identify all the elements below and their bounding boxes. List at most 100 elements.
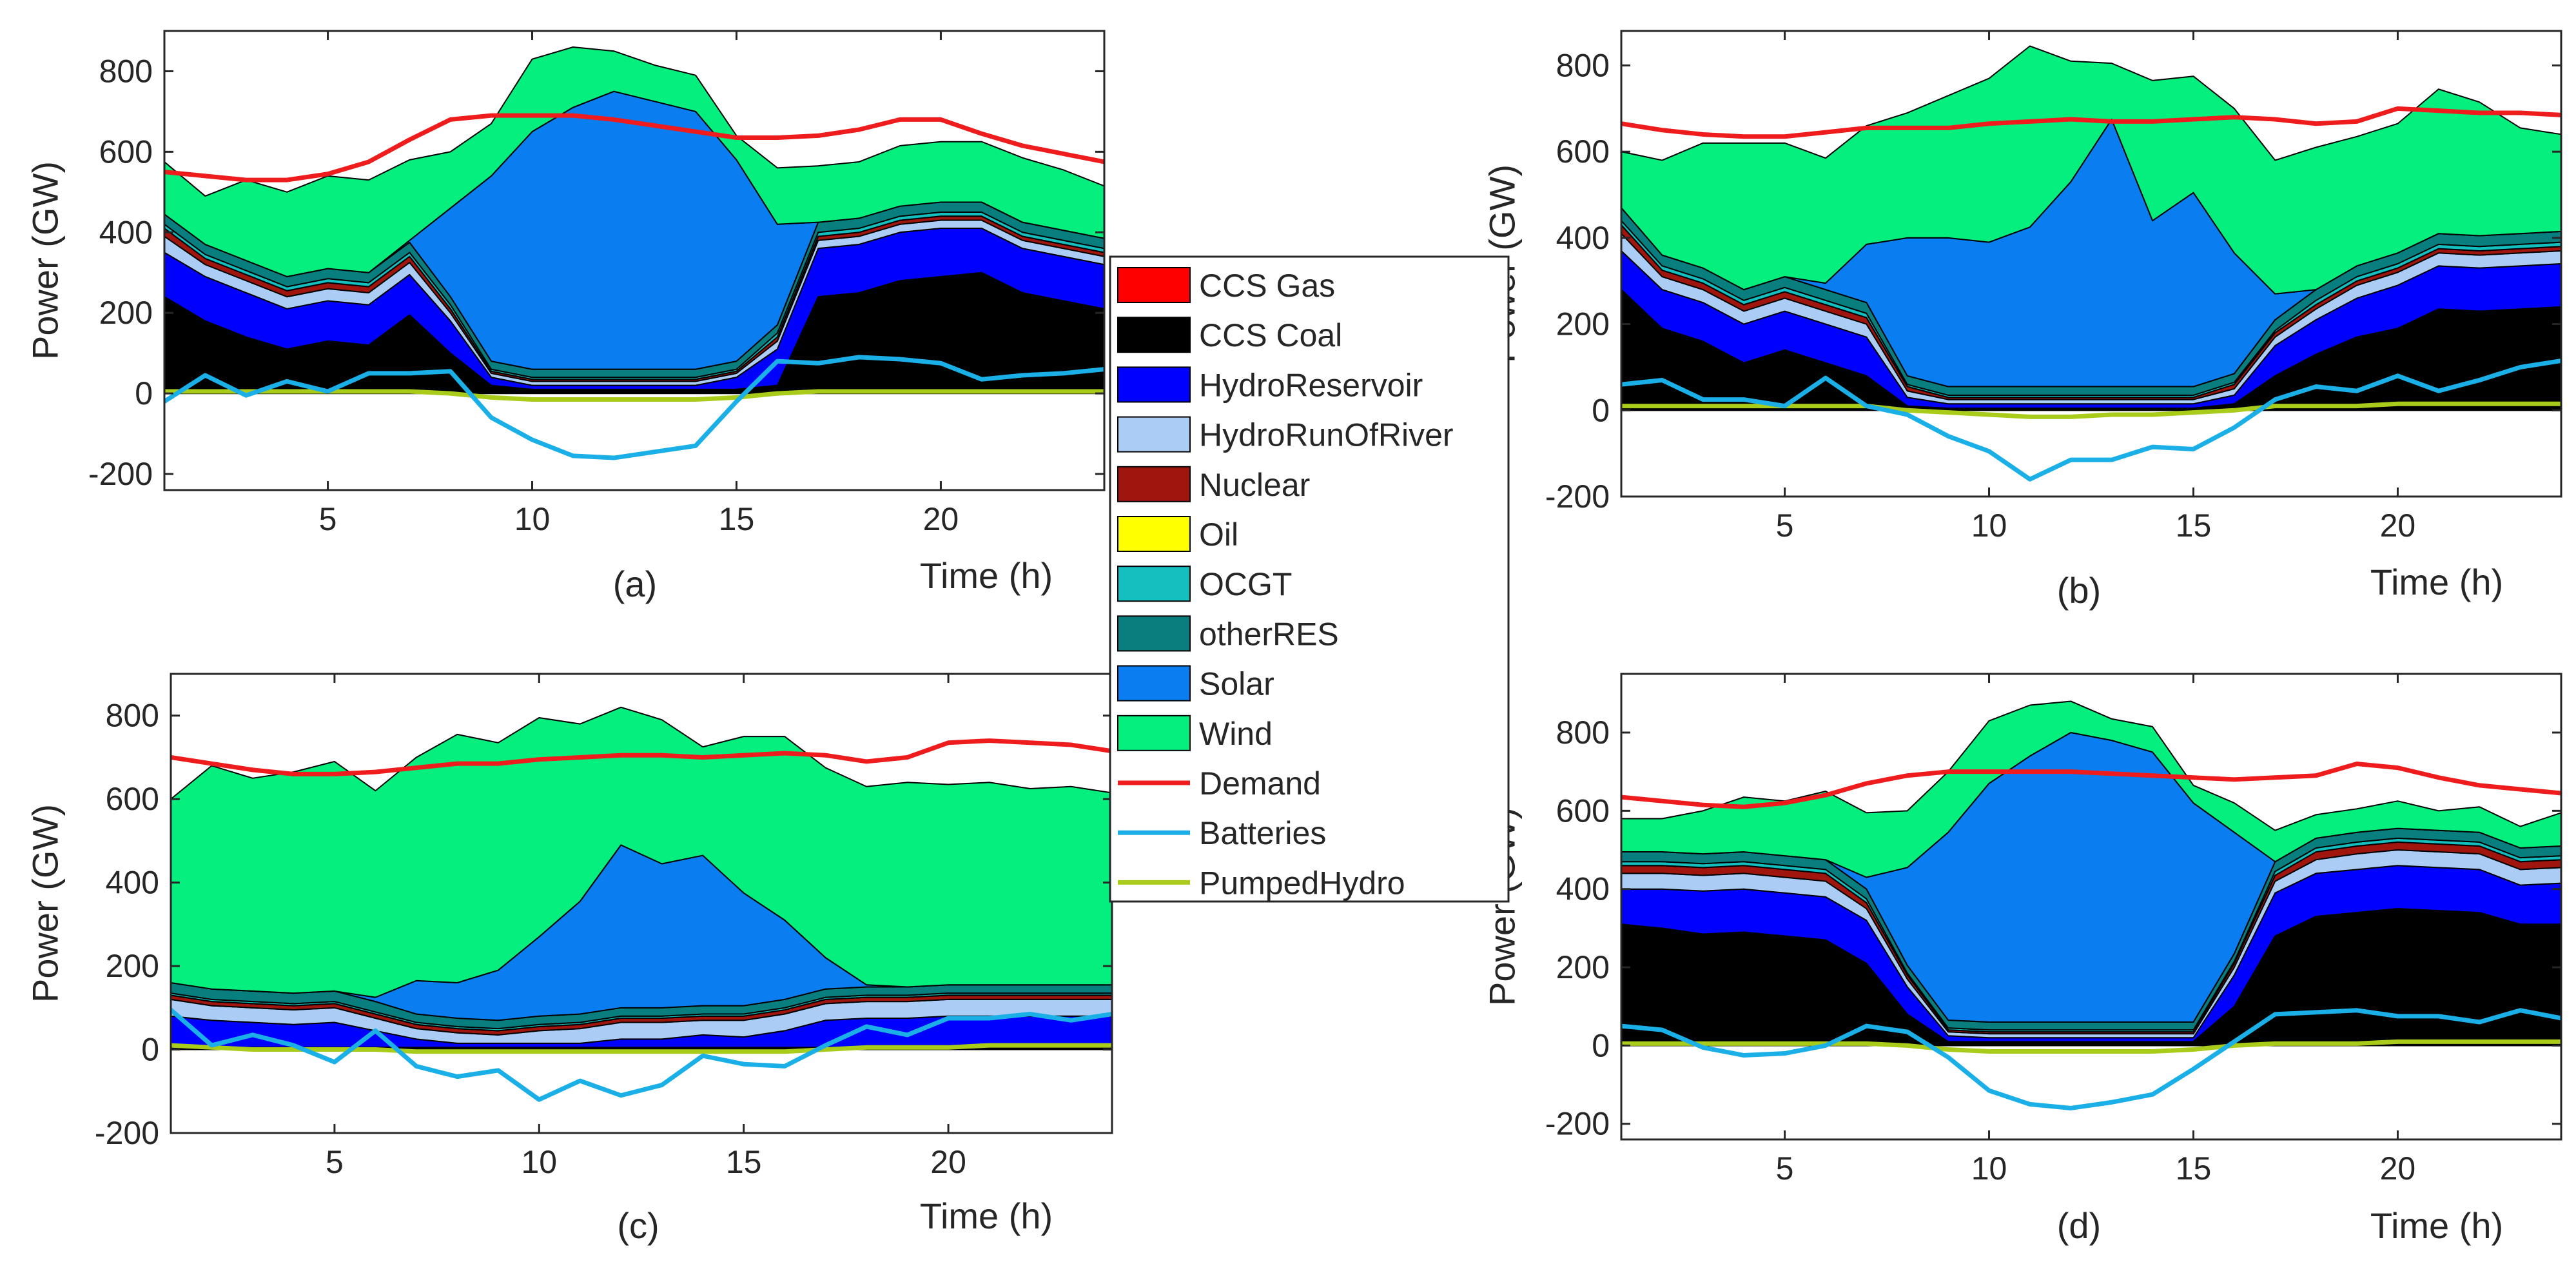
legend-item-nuclear: Nuclear [1117, 466, 1310, 503]
panel-d-xlabel: Time (h) [2370, 1205, 2503, 1246]
panel-a: 5 10 15 20 -200 0 200 400 600 800 Power (GW) Time (… [25, 30, 1106, 604]
panel-a-xlabel: Time (h) [920, 555, 1053, 596]
panel-a-ytick-label-200: -200 [88, 456, 153, 492]
panel-b-xtick-label-5: 5 [1776, 507, 1794, 544]
panel-a-ytick-label-0: 0 [135, 375, 153, 411]
panel-c-ytick-label-200: -200 [95, 1115, 159, 1151]
legend-label-batteries: Batteries [1199, 815, 1326, 851]
legend-label-demand: Demand [1199, 765, 1321, 802]
panel-d-xtick-label-20: 20 [2380, 1150, 2416, 1187]
panel-b-line-batteries [1621, 358, 2561, 482]
panel-c-line-pumpedhydro [171, 1043, 1112, 1054]
panel-b-xtick-label-15: 15 [2176, 507, 2212, 544]
legend-item-otherres: otherRES [1117, 615, 1339, 652]
panel-c-ytick-label-200: 200 [106, 948, 159, 984]
legend-swatch-otherres [1117, 615, 1191, 652]
panel-c-line-demand [171, 738, 1112, 776]
panel-b-ytick-label-600: 600 [1556, 133, 1610, 170]
legend-item-hydrorunofriver: HydroRunOfRiver [1117, 416, 1454, 453]
legend-item-solar: Solar [1117, 665, 1274, 702]
panel-c-ytick-label-400: 400 [106, 865, 159, 901]
panel-b-ytick-label-0: 0 [1592, 392, 1610, 428]
panel-d-ytick-label-200: 200 [1556, 949, 1610, 985]
panel-a-area-wind [164, 46, 1104, 277]
panel-c-label: (c) [617, 1205, 659, 1246]
legend-swatch-oil [1117, 516, 1191, 552]
panel-d-axes-box [1620, 673, 2562, 1141]
legend-label-pumpedhydro: PumpedHydro [1199, 865, 1405, 901]
legend-label-oil: Oil [1199, 517, 1238, 553]
panel-b-xlabel: Time (h) [2370, 562, 2503, 602]
panel-b-xtick-label-10: 10 [1971, 507, 2007, 544]
panel-a-plot [164, 46, 1104, 460]
panel-c-xtick-label-20: 20 [930, 1144, 966, 1180]
panel-a-xtick-label-5: 5 [319, 501, 337, 537]
panel-b-plot [1621, 45, 2561, 482]
panel-a-xtick-label-20: 20 [923, 501, 959, 537]
panel-c-xtick-label-10: 10 [521, 1144, 557, 1180]
panel-a-xtick-label-10: 10 [514, 501, 551, 537]
legend-label-wind: Wind [1199, 716, 1273, 752]
legend-swatch-ocgt [1117, 566, 1191, 602]
panel-d-line-batteries [1621, 1008, 2561, 1110]
panel-a-line-demand [164, 113, 1104, 182]
panel-d-xtick-label-5: 5 [1776, 1150, 1794, 1187]
legend-label-hydrorunofriver: HydroRunOfRiver [1199, 417, 1454, 453]
legend-item-ocgt: OCGT [1117, 566, 1292, 602]
panel-d-label: (d) [2057, 1205, 2101, 1246]
legend-swatch-ccs-coal [1117, 317, 1191, 353]
panel-a-label: (a) [613, 564, 657, 604]
panel-c-line-batteries [171, 1007, 1112, 1102]
panel-b-label: (b) [2057, 570, 2101, 611]
panel-a-ylabel: Power (GW) [25, 161, 66, 360]
legend-item-hydroreservoir: HydroReservoir [1117, 366, 1423, 403]
panel-d-ytick-label-0: 0 [1592, 1027, 1610, 1063]
legend: CCS Gas CCS Coal HydroReservoir HydroRunOfR… [1109, 255, 1510, 903]
panel-c-area-wind [171, 706, 1112, 998]
panel-a-ytick-label-200: 200 [99, 295, 153, 331]
panel-a-xtick-label-15: 15 [719, 501, 755, 537]
panel-b-xtick-label-20: 20 [2380, 507, 2416, 544]
legend-item-oil: Oil [1117, 516, 1238, 553]
legend-label-hydroreservoir: HydroReservoir [1199, 367, 1423, 403]
legend-swatch-hydroreservoir [1117, 366, 1191, 403]
panel-a-ytick-label-400: 400 [99, 214, 153, 250]
legend-item-ccs-gas: CCS Gas [1117, 267, 1335, 304]
panel-d-ytick-label-400: 400 [1556, 871, 1610, 907]
legend-item-demand: Demand [1118, 765, 1321, 802]
legend-swatch-wind [1117, 714, 1191, 751]
panel-c: 5 10 15 20 -200 0 200 400 600 800 Power (GW) Time (… [25, 673, 1113, 1246]
legend-item-batteries: Batteries [1118, 815, 1326, 851]
panel-c-ytick-label-600: 600 [106, 781, 159, 817]
panel-d-ytick-label-800: 800 [1556, 714, 1610, 751]
legend-item-pumpedhydro: PumpedHydro [1118, 865, 1405, 901]
panel-b-ytick-label-400: 400 [1556, 220, 1610, 256]
legend-swatch-solar [1117, 665, 1191, 702]
panel-a-axes-box [163, 30, 1106, 491]
legend-label-ccs-gas: CCS Gas [1199, 268, 1335, 304]
panel-b-axes-box [1620, 30, 2562, 498]
panel-c-ylabel: Power (GW) [25, 804, 66, 1003]
panel-c-xtick-label-15: 15 [726, 1144, 762, 1180]
panel-c-ytick-label-800: 800 [106, 698, 159, 734]
panel-d-ytick-label-600: 600 [1556, 793, 1610, 829]
panel-d-plot [1621, 700, 2561, 1110]
panel-c-xtick-label-5: 5 [326, 1144, 344, 1180]
panel-c-axes-box [170, 673, 1113, 1134]
panel-b-area-wind [1621, 45, 2561, 295]
panel-b-ytick-label-200: 200 [1556, 306, 1610, 342]
panel-b-ytick-label-800: 800 [1556, 47, 1610, 83]
panel-d-xtick-label-15: 15 [2176, 1150, 2212, 1187]
panel-c-plot [171, 706, 1112, 1102]
legend-swatch-nuclear [1117, 466, 1191, 502]
panel-d-line-pumpedhydro [1621, 1039, 2561, 1054]
panel-a-ytick-label-800: 800 [99, 53, 153, 89]
legend-label-solar: Solar [1199, 666, 1274, 702]
panel-a-ytick-label-600: 600 [99, 133, 153, 170]
panel-d-line-demand [1621, 762, 2561, 809]
panel-b-line-demand [1621, 106, 2561, 139]
